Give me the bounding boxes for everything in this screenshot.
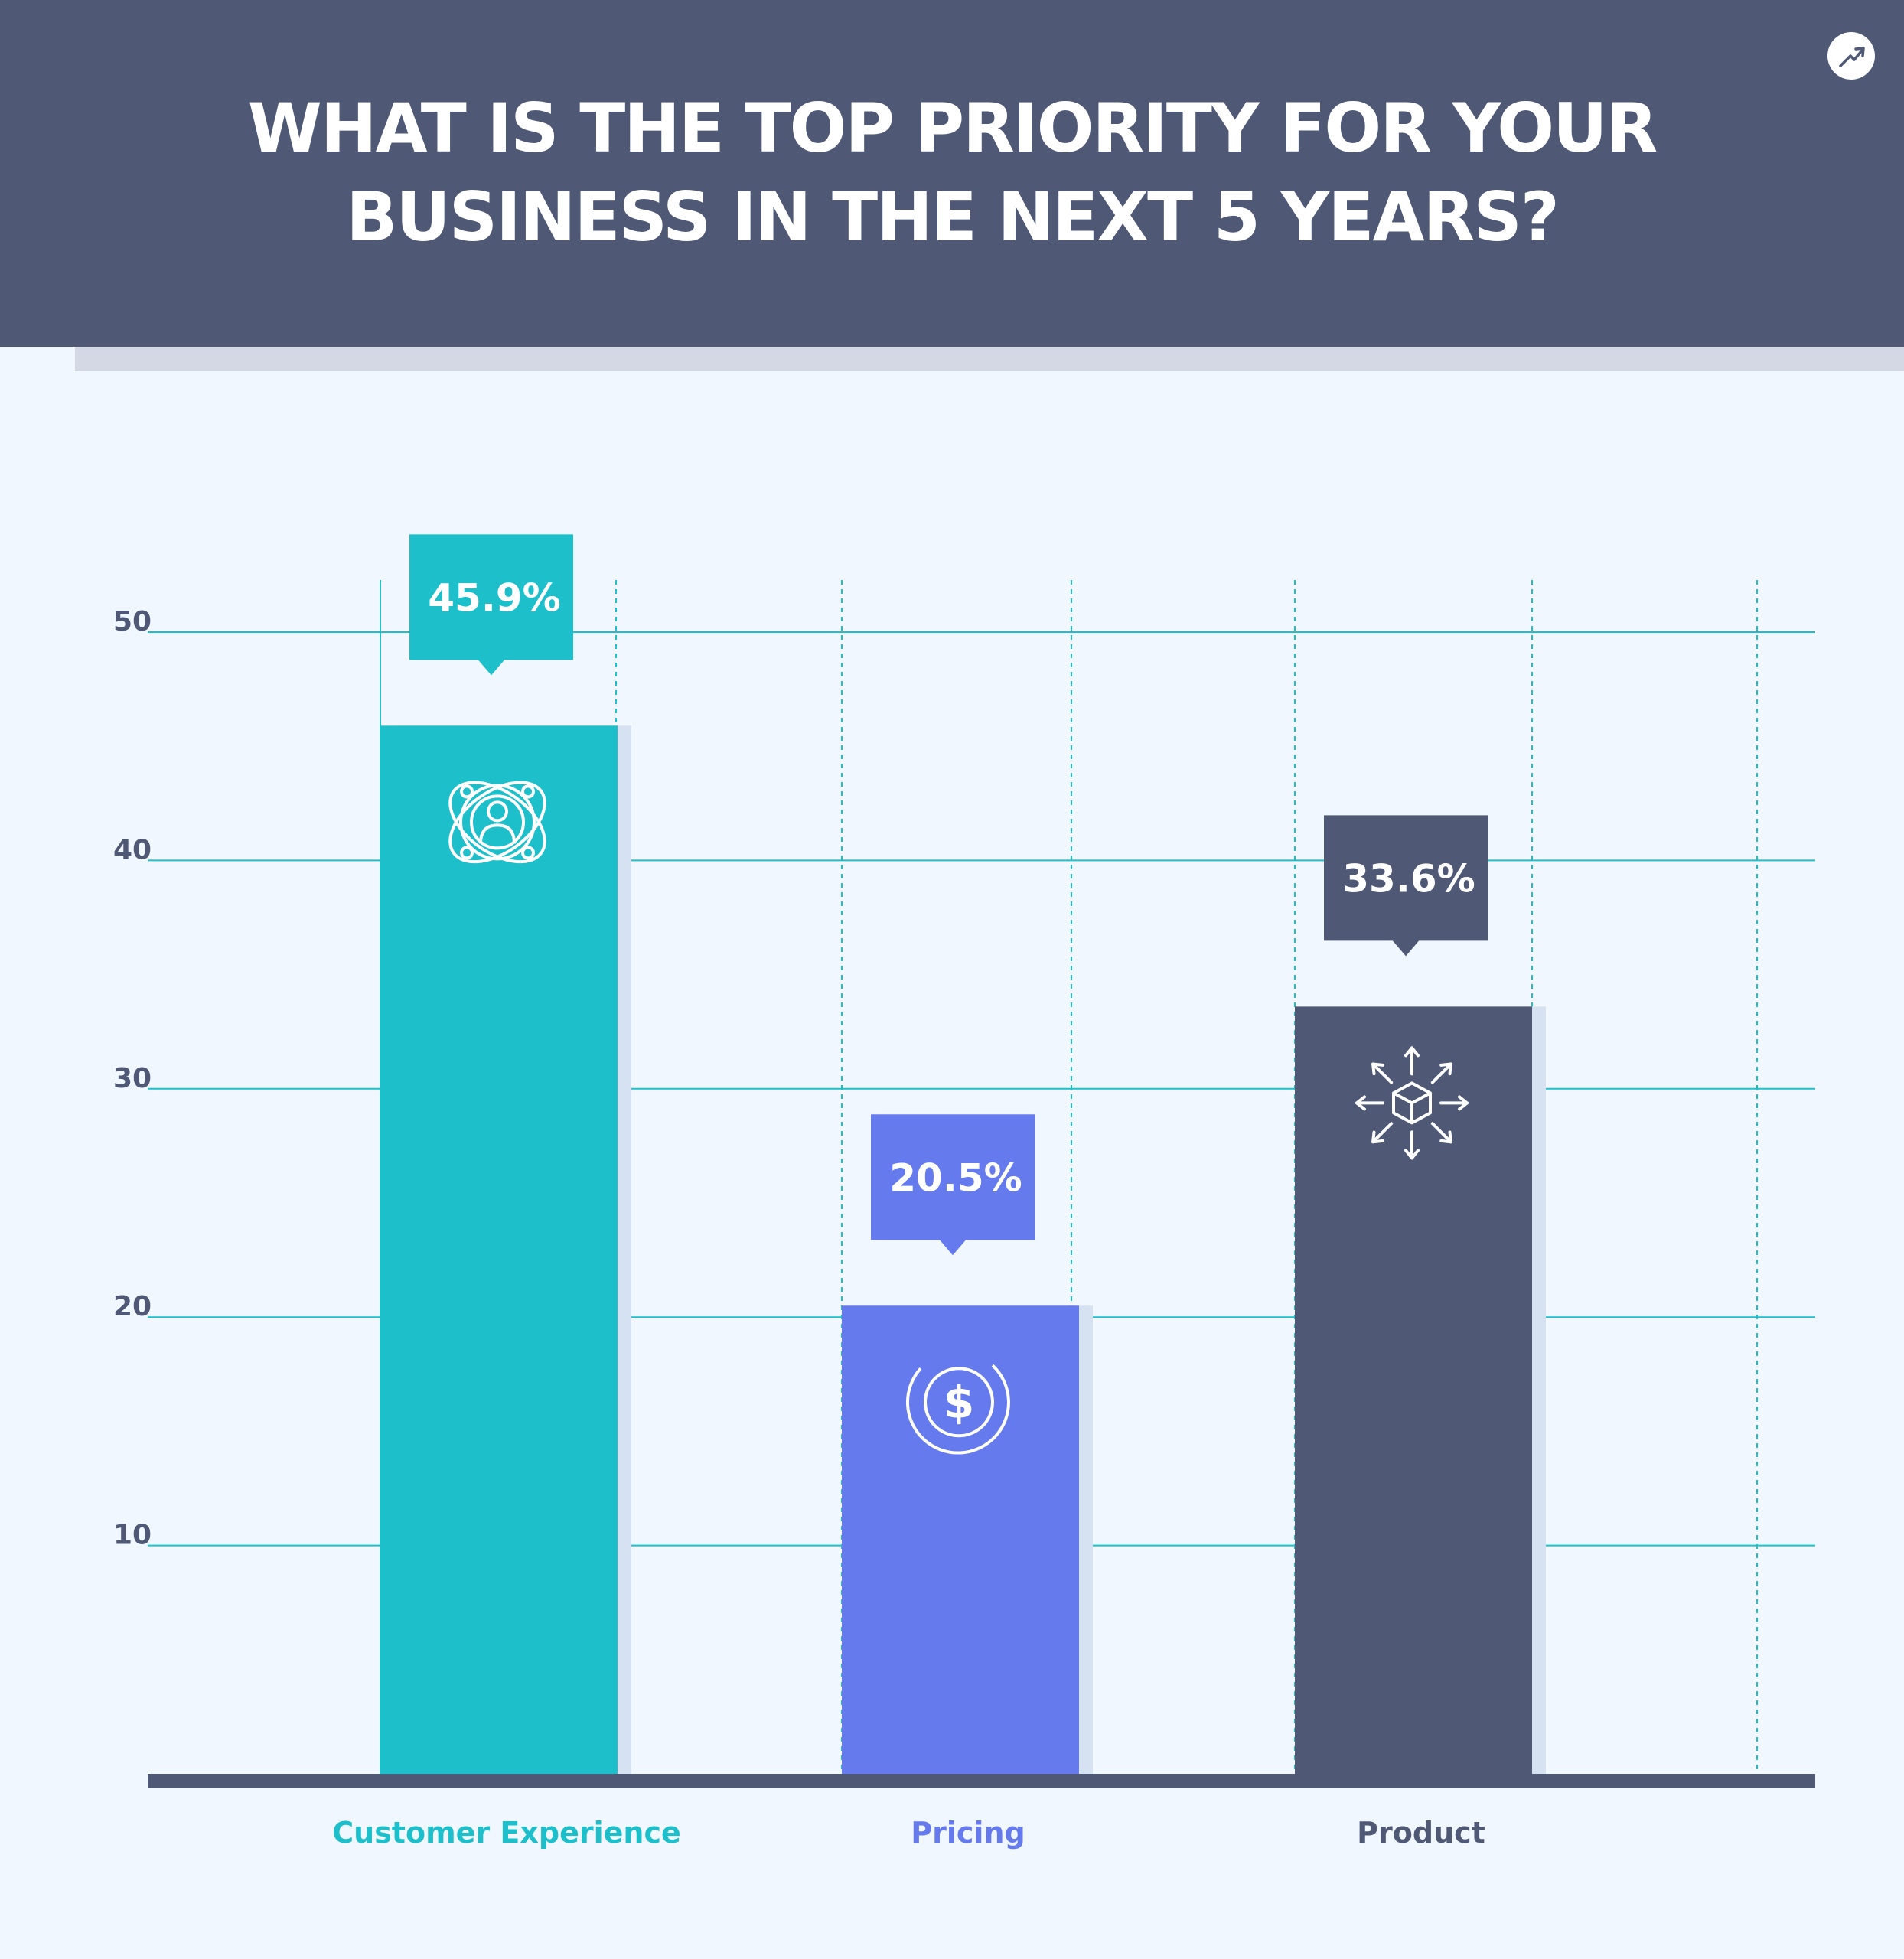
- icon-part: [1371, 1062, 1394, 1084]
- icon-part: [448, 781, 546, 864]
- icon-part: [1439, 1130, 1452, 1144]
- icon-part: [1404, 1046, 1420, 1058]
- icon-part: [905, 1364, 1010, 1455]
- category-label: Pricing: [911, 1816, 1025, 1850]
- icon-part: [1458, 1095, 1469, 1111]
- dollar-coin-icon: $: [905, 1364, 1010, 1455]
- icon-part: [470, 794, 525, 850]
- icon-part: $: [944, 1376, 974, 1428]
- value-callout-pointer: [1392, 940, 1420, 957]
- icon-part: [1439, 1062, 1452, 1076]
- icon-part: [1371, 1122, 1394, 1144]
- icon-part: [521, 784, 535, 799]
- icon-part: [1404, 1149, 1420, 1160]
- bar: [380, 725, 618, 1774]
- value-label: 33.6%: [1342, 856, 1475, 901]
- y-tick-label: 40: [113, 834, 152, 865]
- value-label: 45.9%: [428, 575, 560, 620]
- header-shadow: [75, 347, 1904, 371]
- icon-part: [487, 800, 508, 823]
- y-tick-label: 10: [113, 1520, 152, 1551]
- header-banner: [0, 0, 1904, 347]
- icon-part: [1430, 1122, 1452, 1144]
- value-label: 20.5%: [889, 1156, 1022, 1200]
- chart-title: WHAT IS THE TOP PRIORITY FOR YOUR BUSINE…: [247, 89, 1658, 256]
- icon-part: [448, 781, 546, 864]
- bar: [842, 1305, 1079, 1774]
- category-label: Customer Experience: [332, 1816, 681, 1850]
- icon-part: [460, 784, 474, 799]
- value-callout-pointer: [939, 1239, 967, 1256]
- y-tick-label: 20: [113, 1291, 152, 1322]
- customer-network-icon: [448, 781, 546, 864]
- icon-part: [521, 846, 535, 860]
- x-axis-baseline: [148, 1774, 1815, 1788]
- icon-part: [1371, 1130, 1384, 1144]
- icon-part: [1355, 1095, 1366, 1111]
- y-tick-label: 50: [113, 606, 152, 637]
- icon-part: [924, 1367, 994, 1438]
- icon-part: [459, 784, 536, 861]
- icon-part: [460, 846, 474, 860]
- category-label: Product: [1357, 1816, 1485, 1850]
- value-callout: [1324, 815, 1488, 941]
- value-callout-pointer: [478, 659, 505, 676]
- trend-arrow-icon: [1827, 32, 1875, 80]
- icon-part: [1392, 1081, 1432, 1125]
- value-callout: [409, 534, 573, 660]
- product-box-icon: [1355, 1046, 1469, 1160]
- value-callout: [871, 1114, 1035, 1240]
- icon-part: [1371, 1062, 1384, 1076]
- icon-part: [1430, 1062, 1452, 1084]
- y-tick-label: 30: [113, 1063, 152, 1094]
- icon-part: [479, 823, 516, 844]
